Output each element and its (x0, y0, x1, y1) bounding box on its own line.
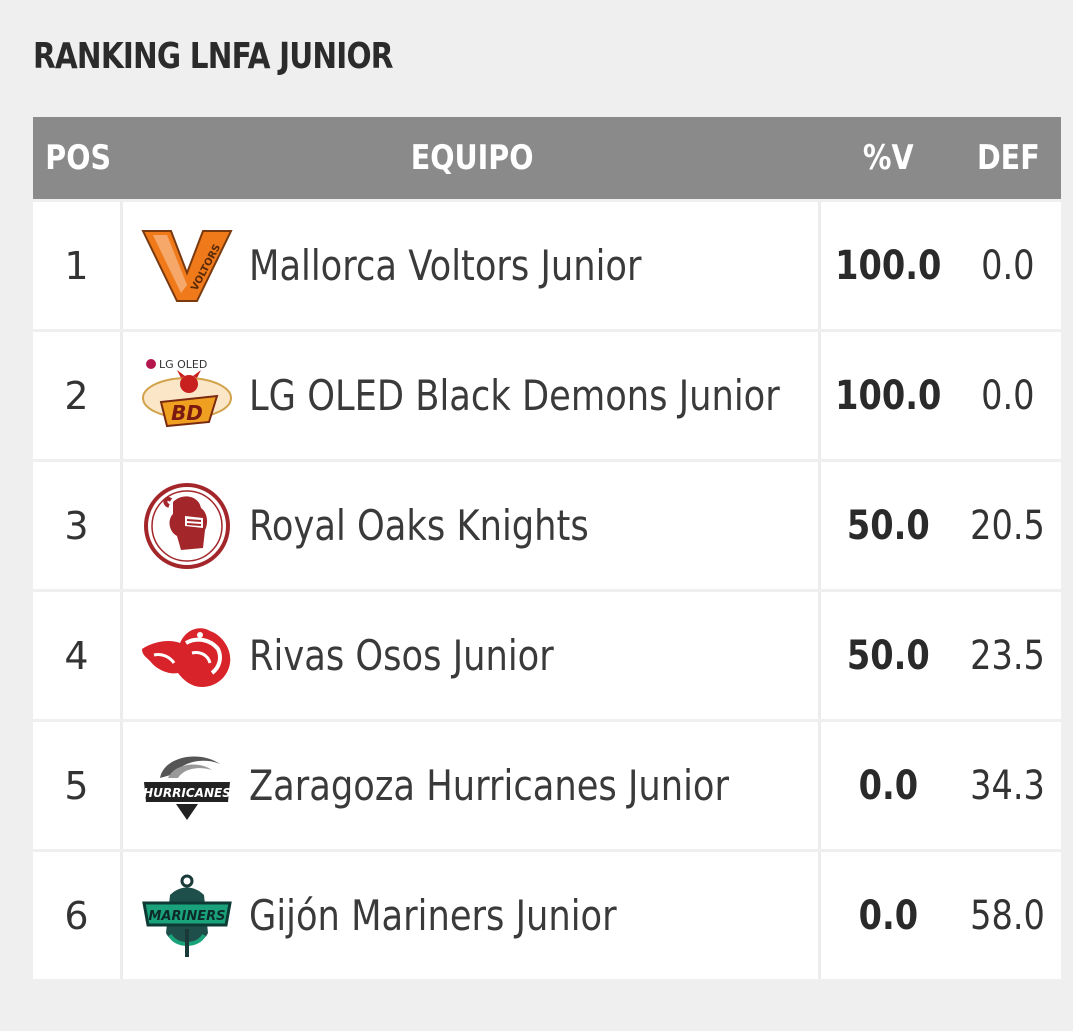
voltors-logo-icon: VOLTORS (139, 218, 235, 314)
svg-text:BD: BD (171, 401, 203, 425)
table-row[interactable]: 1 VOLTORS Mallorca Voltors Junior 100.0 … (33, 202, 1061, 329)
rank-cell: 3 (33, 462, 123, 589)
team-cell[interactable]: Rivas Osos Junior (123, 592, 821, 719)
team-name[interactable]: Mallorca Voltors Junior (249, 241, 642, 290)
team-name[interactable]: LG OLED Black Demons Junior (249, 371, 780, 420)
team-name[interactable]: Royal Oaks Knights (249, 501, 589, 550)
page-title: RANKING LNFA JUNIOR (33, 36, 393, 77)
rank-cell: 4 (33, 592, 123, 719)
team-cell[interactable]: LG OLED BD LG OLED Black Demons Junior (123, 332, 821, 459)
team-cell[interactable]: MARINERS Gijón Mariners Junior (123, 852, 821, 979)
win-pct-cell: 50.0 (846, 632, 930, 679)
def-cell: 0.0 (981, 372, 1035, 419)
header-pos[interactable]: POS (45, 138, 111, 178)
rank-cell: 2 (33, 332, 123, 459)
def-cell: 0.0 (981, 242, 1035, 289)
win-pct-cell: 100.0 (834, 242, 942, 289)
table-row[interactable]: 4 Rivas Osos Junior 50.0 23.5 (33, 592, 1061, 719)
team-cell[interactable]: VOLTORS Mallorca Voltors Junior (123, 202, 821, 329)
win-pct-cell: 0.0 (858, 892, 918, 939)
table-header: POS EQUIPO %V DEF (33, 117, 1061, 199)
def-cell: 20.5 (970, 502, 1046, 549)
black-demons-logo-icon: LG OLED BD (139, 348, 235, 444)
team-name[interactable]: Zaragoza Hurricanes Junior (249, 761, 730, 810)
rivas-osos-logo-icon (139, 608, 235, 704)
win-pct-cell: 100.0 (834, 372, 942, 419)
win-pct-cell: 50.0 (846, 502, 930, 549)
table-row[interactable]: 6 MARINERS Gijón Mariners Junior 0.0 58.… (33, 852, 1061, 979)
header-win-pct[interactable]: %V (862, 138, 914, 178)
team-name[interactable]: Rivas Osos Junior (249, 631, 554, 680)
team-cell[interactable]: Royal Oaks Knights (123, 462, 821, 589)
rank-cell: 5 (33, 722, 123, 849)
royal-oaks-knights-logo-icon (139, 478, 235, 574)
team-cell[interactable]: HURRICANES Zaragoza Hurricanes Junior (123, 722, 821, 849)
team-name[interactable]: Gijón Mariners Junior (249, 891, 617, 940)
mariners-logo-icon: MARINERS (139, 868, 235, 964)
table-row[interactable]: 2 LG OLED BD LG OLED Black Demons Junior… (33, 332, 1061, 459)
hurricanes-logo-icon: HURRICANES (139, 738, 235, 834)
table-row[interactable]: 3 Royal Oaks Knights 50.0 20.5 (33, 462, 1061, 589)
def-cell: 23.5 (970, 632, 1046, 679)
win-pct-cell: 0.0 (858, 762, 918, 809)
svg-text:HURRICANES: HURRICANES (143, 786, 231, 800)
svg-text:MARINERS: MARINERS (149, 909, 226, 924)
header-team[interactable]: EQUIPO (410, 138, 534, 178)
def-cell: 34.3 (970, 762, 1046, 809)
def-cell: 58.0 (970, 892, 1046, 939)
svg-text:LG OLED: LG OLED (159, 358, 207, 371)
rank-cell: 6 (33, 852, 123, 979)
rank-cell: 1 (33, 202, 123, 329)
header-def[interactable]: DEF (976, 138, 1040, 178)
ranking-table: POS EQUIPO %V DEF 1 VOLTORS Mallorca Vol… (33, 117, 1061, 979)
table-row[interactable]: 5 HURRICANES Zaragoza Hurricanes Junior … (33, 722, 1061, 849)
